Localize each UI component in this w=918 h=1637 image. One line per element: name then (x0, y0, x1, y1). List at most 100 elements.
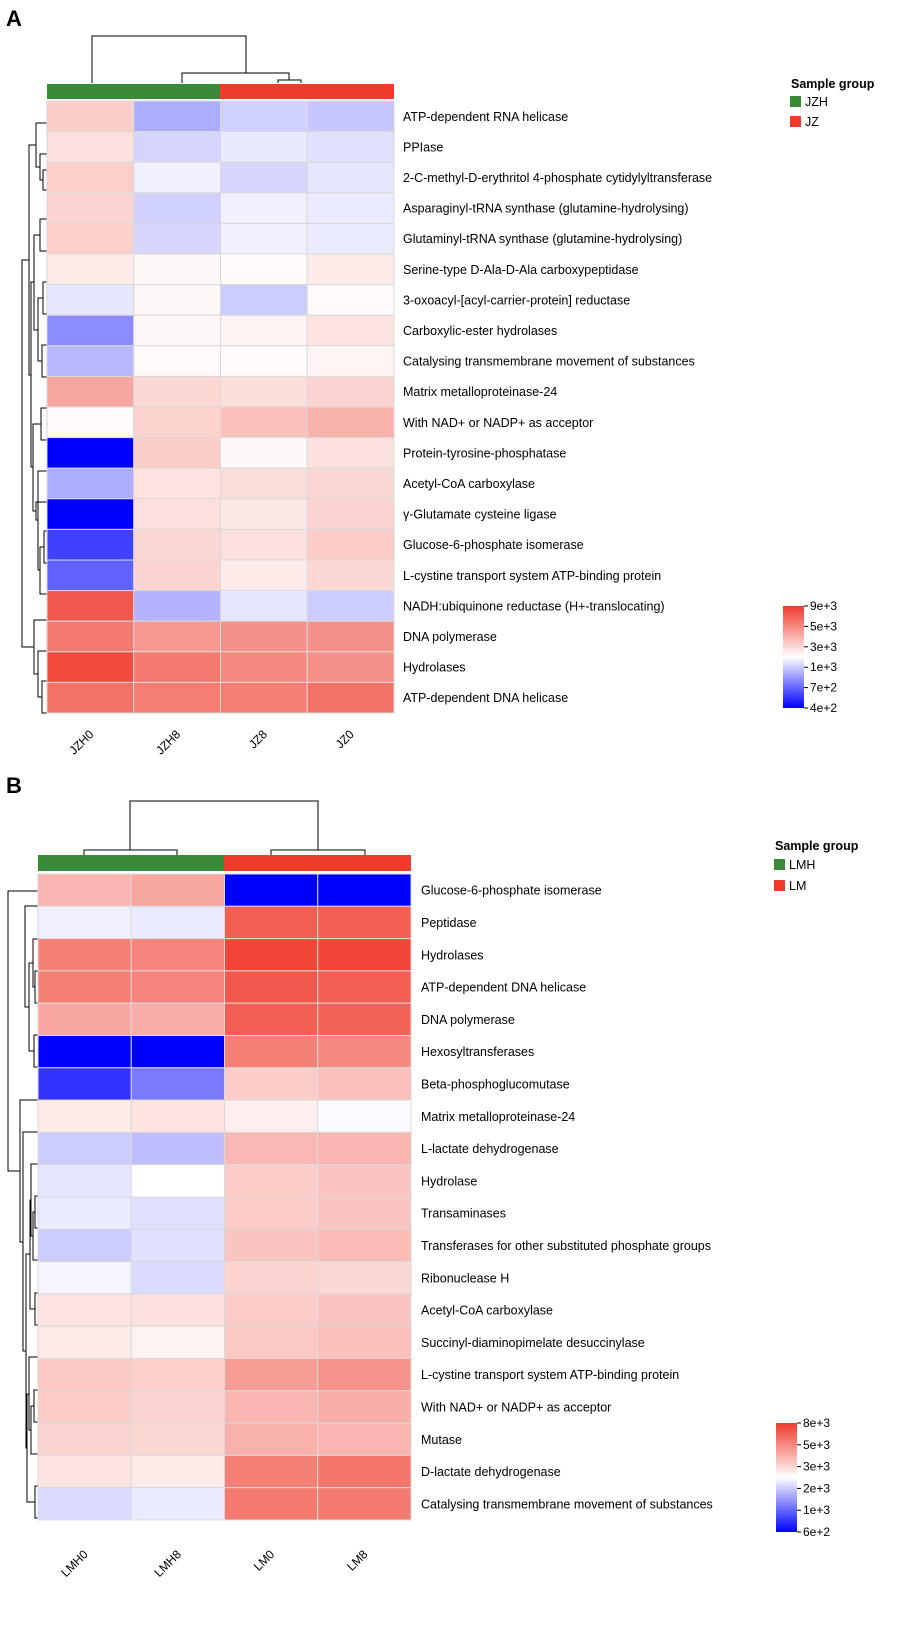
heatmap-cell (317, 1454, 412, 1489)
legend-label-lmh: LMH (789, 858, 815, 872)
row-label: Serine-type D-Ala-D-Ala carboxypeptidase (403, 263, 639, 277)
heatmap-cell (224, 1196, 319, 1230)
heatmap-cell (133, 131, 221, 163)
column-labels-a: JZH0 JZH8 JZ8 JZ0 (66, 727, 357, 757)
heatmap-cell (224, 1422, 319, 1456)
heatmap-cell (220, 161, 308, 194)
heatmap-cell (317, 1067, 412, 1101)
row-labels-b: Glucose-6-phosphate isomerase Peptidase Hy… (421, 884, 713, 1512)
row-label: PPIase (403, 140, 443, 154)
heatmap-cell (37, 1454, 132, 1489)
heatmap-cell (46, 100, 135, 133)
heatmap-cell (46, 559, 135, 592)
heatmap-cell (317, 1099, 412, 1133)
row-label: Ribonuclease H (421, 1271, 509, 1285)
heatmap-cell (130, 1422, 225, 1456)
legend-swatch-jz (790, 116, 801, 127)
heatmap-cell (46, 284, 135, 316)
heatmap-cell (306, 681, 395, 714)
heatmap-cell (220, 590, 308, 622)
row-label: γ-Glutamate cysteine ligase (403, 508, 557, 522)
heatmap-cell (306, 590, 395, 622)
heatmap-cell (46, 467, 135, 500)
row-label: Carboxylic-ester hydrolases (403, 324, 557, 338)
heatmap-cell (37, 1131, 132, 1166)
heatmap-cell (130, 1164, 225, 1198)
row-label: Hydrolase (421, 1174, 477, 1188)
heatmap-cell (220, 284, 308, 316)
row-label: Catalysing transmembrane movement of sub… (403, 355, 695, 369)
heatmap-cell (317, 1035, 412, 1069)
heatmap-cell (37, 1002, 132, 1037)
colorbar-tick-label: 2e+3 (803, 1481, 830, 1495)
legend-label-lm: LM (789, 879, 806, 893)
row-label: Hydrolases (421, 948, 484, 962)
heatmap-cell (133, 100, 221, 133)
row-label: L-cystine transport system ATP-binding p… (403, 569, 661, 583)
heatmap-cell (37, 1067, 132, 1101)
heatmap-cell (46, 498, 135, 530)
heatmap-cell (317, 970, 412, 1004)
heatmap-cell (46, 375, 135, 408)
colorbar-tick-label: 5e+3 (803, 1438, 830, 1452)
heatmap-cell (306, 100, 395, 133)
heatmap-cell (133, 284, 221, 316)
heatmap-cell (130, 1067, 225, 1101)
heatmap-cell (133, 651, 221, 683)
heatmap-cell (133, 406, 221, 439)
heatmap-cell (220, 192, 308, 224)
row-label: Mutase (421, 1433, 462, 1447)
heatmap-cell (46, 651, 135, 683)
row-label: With NAD+ or NADP+ as acceptor (403, 416, 593, 430)
heatmap-cell (220, 345, 308, 377)
heatmap-cell (306, 192, 395, 224)
heatmap-cell (220, 681, 308, 714)
heatmap-cell (220, 620, 308, 653)
colorbar-b-gradient (776, 1423, 797, 1532)
heatmap-cell (46, 253, 135, 286)
heatmap-cell (224, 1002, 319, 1037)
heatmap-cell (37, 1325, 132, 1359)
heatmap-cell (130, 1487, 225, 1521)
heatmap-cell (306, 253, 395, 286)
row-dendrogram (7, 890, 38, 1519)
row-label: Beta-phosphoglucomutase (421, 1077, 570, 1091)
heatmap-cell (306, 620, 395, 653)
heatmap-cell (46, 161, 135, 194)
column-label: JZH0 (66, 727, 96, 757)
heatmap-cell (306, 284, 395, 316)
sample-group-legend-a: Sample group JZH JZ (790, 77, 875, 129)
heatmap-cell (224, 1035, 319, 1069)
heatmap-cell (224, 873, 319, 907)
colorbar-b-ticks: 8e+3 5e+3 3e+3 2e+3 1e+3 6e+2 (797, 1416, 830, 1539)
heatmap-cell (130, 905, 225, 940)
heatmap-cell (130, 1293, 225, 1327)
column-dendrogram (91, 35, 302, 83)
heatmap-cell (133, 345, 221, 377)
row-label: Glucose-6-phosphate isomerase (403, 538, 584, 552)
colorbar-tick-label: 4e+2 (810, 701, 837, 715)
heatmap-cell (130, 873, 225, 907)
row-label: Glutaminyl-tRNA synthase (glutamine-hydr… (403, 232, 682, 246)
heatmap-cell (46, 222, 135, 255)
heatmap-cell (224, 1293, 319, 1327)
heatmap-cell (46, 131, 135, 163)
column-label: LM0 (251, 1547, 278, 1574)
heatmap-cell (133, 437, 221, 469)
heatmap-cell (306, 651, 395, 683)
column-label: JZ0 (333, 727, 357, 751)
row-label: NADH:ubiquinone reductase (H+-translocat… (403, 599, 665, 613)
heatmap-cell (224, 1358, 319, 1392)
heatmap-cell (220, 559, 308, 592)
heatmap-cell (317, 1164, 412, 1198)
heatmap-cell (37, 1261, 132, 1295)
heatmap-cell (37, 1422, 132, 1456)
legend-label-jzh: JZH (805, 95, 828, 109)
heatmap-cell (133, 681, 221, 714)
heatmap-cell (130, 938, 225, 972)
colorbar-tick-label: 5e+3 (810, 619, 837, 633)
heatmap-cell (306, 314, 395, 347)
heatmap-cell (133, 314, 221, 347)
heatmap-cell (130, 1325, 225, 1359)
row-label: DNA polymerase (403, 630, 497, 644)
